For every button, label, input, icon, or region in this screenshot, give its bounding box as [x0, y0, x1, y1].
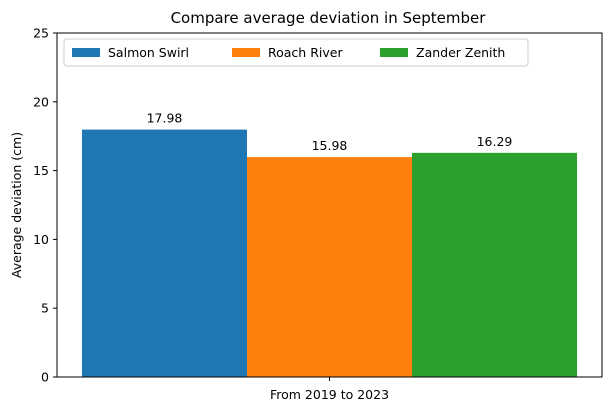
y-tick-label: 0 [41, 370, 49, 385]
bar-series [82, 129, 577, 377]
legend-label: Salmon Swirl [108, 45, 189, 60]
bar-zander-zenith [412, 152, 577, 377]
y-axis-label: Average deviation (cm) [9, 132, 24, 278]
data-label: 17.98 [147, 111, 183, 126]
plot-frame [56, 32, 603, 378]
y-tick-label: 15 [33, 163, 49, 178]
legend: Salmon Swirl Roach River Zander Zenith [63, 38, 529, 67]
data-label: 16.29 [477, 134, 513, 149]
y-tick-label: 25 [33, 26, 49, 41]
data-labels: 17.98 15.98 16.29 [147, 111, 513, 154]
chart-title: Compare average deviation in September [171, 9, 487, 27]
legend-label: Zander Zenith [416, 45, 505, 60]
bar-salmon-swirl [82, 129, 247, 377]
y-tick-label: 5 [41, 301, 49, 316]
legend-swatch [380, 48, 408, 57]
data-label: 15.98 [312, 138, 348, 153]
bar-roach-river [247, 157, 412, 377]
legend-label: Roach River [268, 45, 343, 60]
x-axis: From 2019 to 2023 [270, 377, 389, 402]
y-axis: 0 5 10 15 20 25 [33, 26, 57, 385]
legend-swatch [72, 48, 100, 57]
legend-swatch [232, 48, 260, 57]
legend-box [63, 38, 529, 67]
x-tick-label: From 2019 to 2023 [270, 387, 389, 402]
y-tick-label: 20 [33, 94, 49, 109]
y-tick-label: 10 [33, 232, 49, 247]
